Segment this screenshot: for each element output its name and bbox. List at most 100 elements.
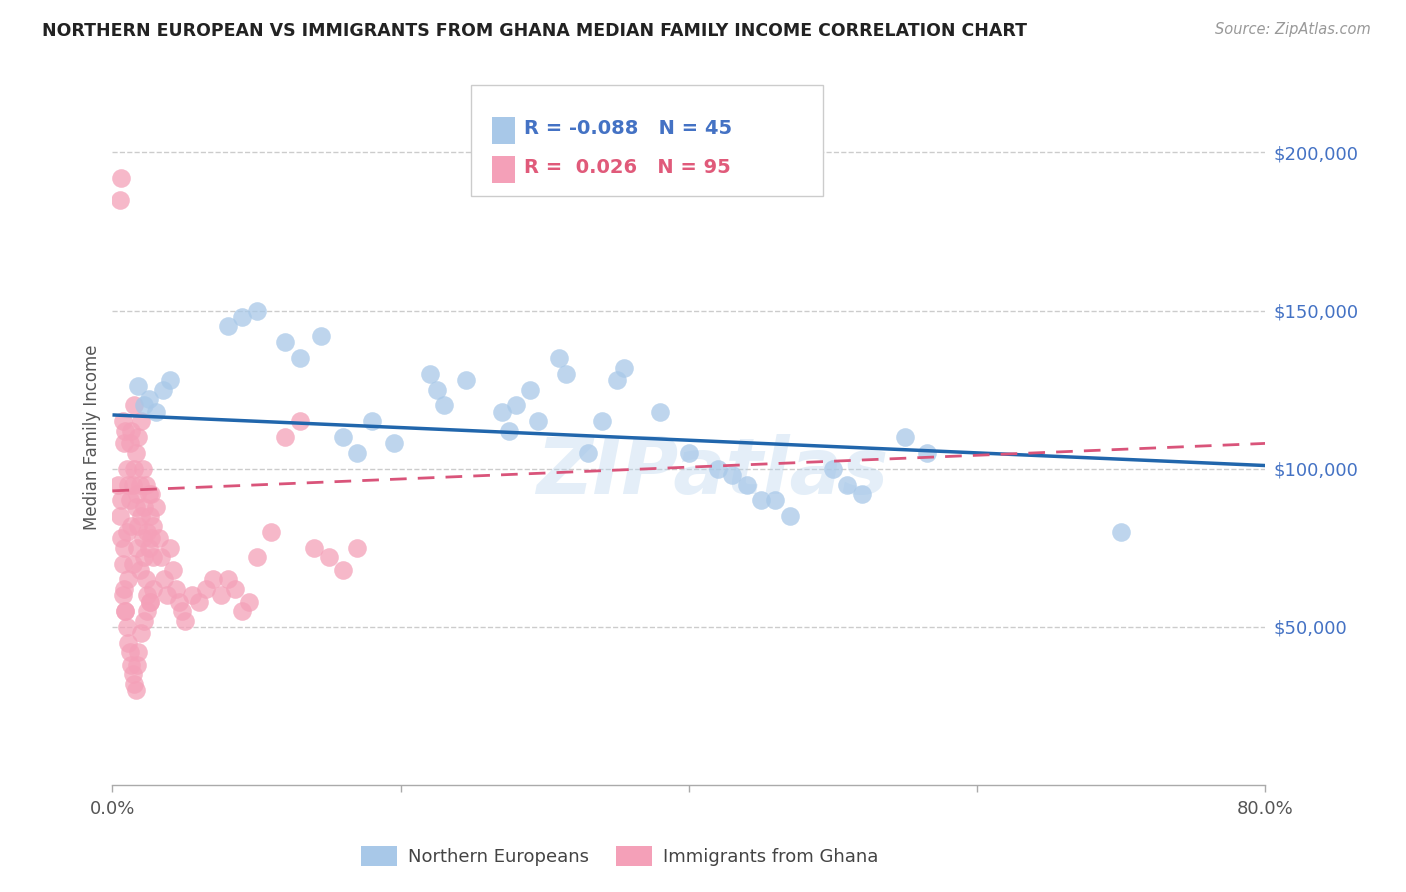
Point [112,436,135,450]
Point [141,531,163,545]
Point [915,446,938,460]
Point [136,604,159,618]
Point [124,446,146,460]
Point [548,351,571,365]
Point [145,405,167,419]
Point [311,329,333,343]
Point [127,518,149,533]
Point [821,461,844,475]
Point [138,541,160,555]
Point [135,573,157,587]
Point [112,541,135,555]
Point [195,582,218,596]
Point [346,446,368,460]
Point [749,493,772,508]
Point [114,604,136,618]
Point [118,436,141,450]
Point [139,594,162,608]
Point [238,594,260,608]
Point [132,531,155,545]
Point [128,477,150,491]
Point [894,430,917,444]
Point [115,620,138,634]
Point [107,477,129,491]
Point [765,493,787,508]
Point [165,582,187,596]
Point [122,677,145,691]
Point [648,405,672,419]
Point [115,461,138,475]
Point [152,383,174,397]
Point [433,399,456,413]
Point [127,379,149,393]
Point [217,319,239,334]
Point [180,588,202,602]
Text: Source: ZipAtlas.com: Source: ZipAtlas.com [1215,22,1371,37]
Point [167,594,190,608]
Point [145,500,167,514]
Point [188,594,211,608]
Point [139,594,162,608]
Point [288,414,311,428]
Point [125,487,148,501]
Point [118,645,141,659]
Point [217,573,239,587]
Point [148,531,170,545]
Point [124,500,146,514]
Point [129,414,153,428]
Point [134,399,156,413]
Point [318,550,340,565]
Point [851,487,873,501]
Point [613,360,636,375]
Point [837,477,859,491]
Point [606,373,628,387]
Point [1111,524,1133,539]
Point [576,446,599,460]
Point [555,367,578,381]
Point [779,509,801,524]
Point [735,477,758,491]
Point [202,573,225,587]
Point [678,446,700,460]
Point [132,461,155,475]
Point [128,563,150,577]
Point [110,170,132,185]
Point [245,303,267,318]
Point [159,373,181,387]
Point [125,657,148,672]
Point [117,477,139,491]
Point [110,493,132,508]
Point [141,487,163,501]
Point [498,424,520,438]
Point [419,367,441,381]
Point [170,604,193,618]
Point [519,383,541,397]
Point [122,461,145,475]
Text: ZIPatlas: ZIPatlas [536,434,889,510]
Point [111,557,134,571]
Point [505,399,527,413]
Point [426,383,449,397]
Point [110,531,132,545]
Point [526,414,548,428]
Point [117,635,139,649]
Y-axis label: Median Family Income: Median Family Income [83,344,101,530]
Point [209,588,232,602]
Text: NORTHERN EUROPEAN VS IMMIGRANTS FROM GHANA MEDIAN FAMILY INCOME CORRELATION CHAR: NORTHERN EUROPEAN VS IMMIGRANTS FROM GHA… [42,22,1028,40]
Point [134,500,156,514]
Point [274,430,297,444]
Point [260,524,283,539]
Point [162,563,184,577]
Text: R = -0.088   N = 45: R = -0.088 N = 45 [524,119,733,137]
Point [124,683,146,698]
Point [150,550,173,565]
Point [454,373,477,387]
Point [134,550,156,565]
Point [111,588,134,602]
Point [115,524,138,539]
Point [274,335,297,350]
Point [224,582,246,596]
Point [129,509,153,524]
Point [231,310,253,324]
Point [136,524,159,539]
